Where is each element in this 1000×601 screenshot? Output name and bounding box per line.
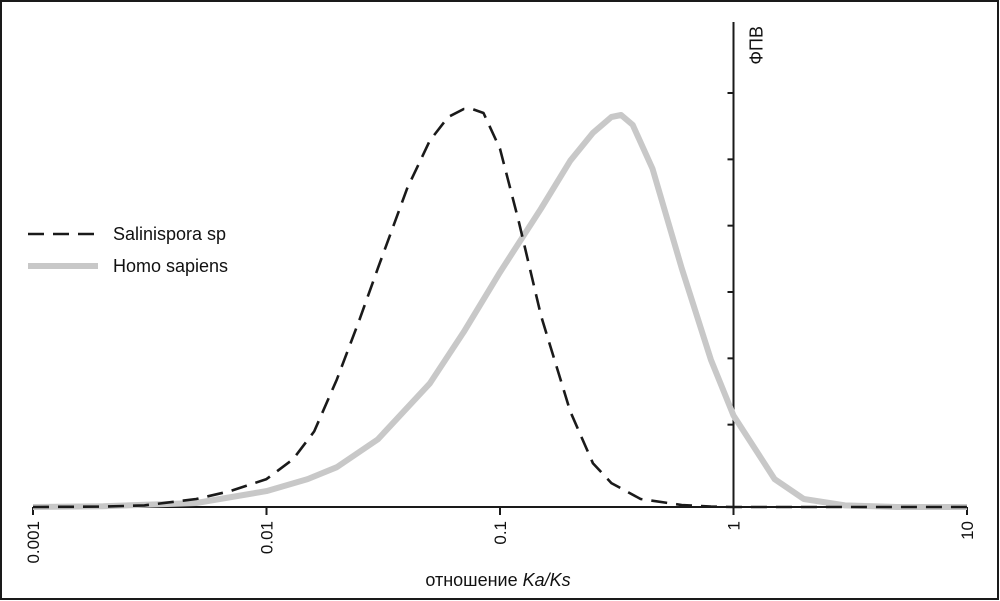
y-axis [727, 22, 735, 507]
series-line-salinispora-sp [32, 107, 967, 509]
x-tick-label: 10 [958, 521, 977, 540]
x-axis-label: отношение Ka/Ks [425, 570, 570, 590]
x-tick-label: 1 [725, 521, 744, 530]
y-axis-label: ФПВ [747, 26, 767, 65]
series-lines [32, 107, 967, 510]
x-tick-label: 0.1 [491, 521, 510, 545]
x-axis-label-prefix: отношение [425, 570, 522, 590]
x-axis-label-italic: Ka/Ks [523, 570, 571, 590]
legend: Salinispora sp Homo sapiens [28, 224, 228, 276]
x-tick-label: 0.01 [258, 521, 277, 554]
legend-label: Homo sapiens [113, 256, 228, 276]
legend-label: Salinispora sp [113, 224, 226, 244]
series-line-homo-sapiens [32, 112, 967, 510]
x-tick-label: 0.001 [24, 521, 43, 564]
x-axis-ticks: 0.001 0.01 0.1 1 10 [24, 507, 977, 564]
